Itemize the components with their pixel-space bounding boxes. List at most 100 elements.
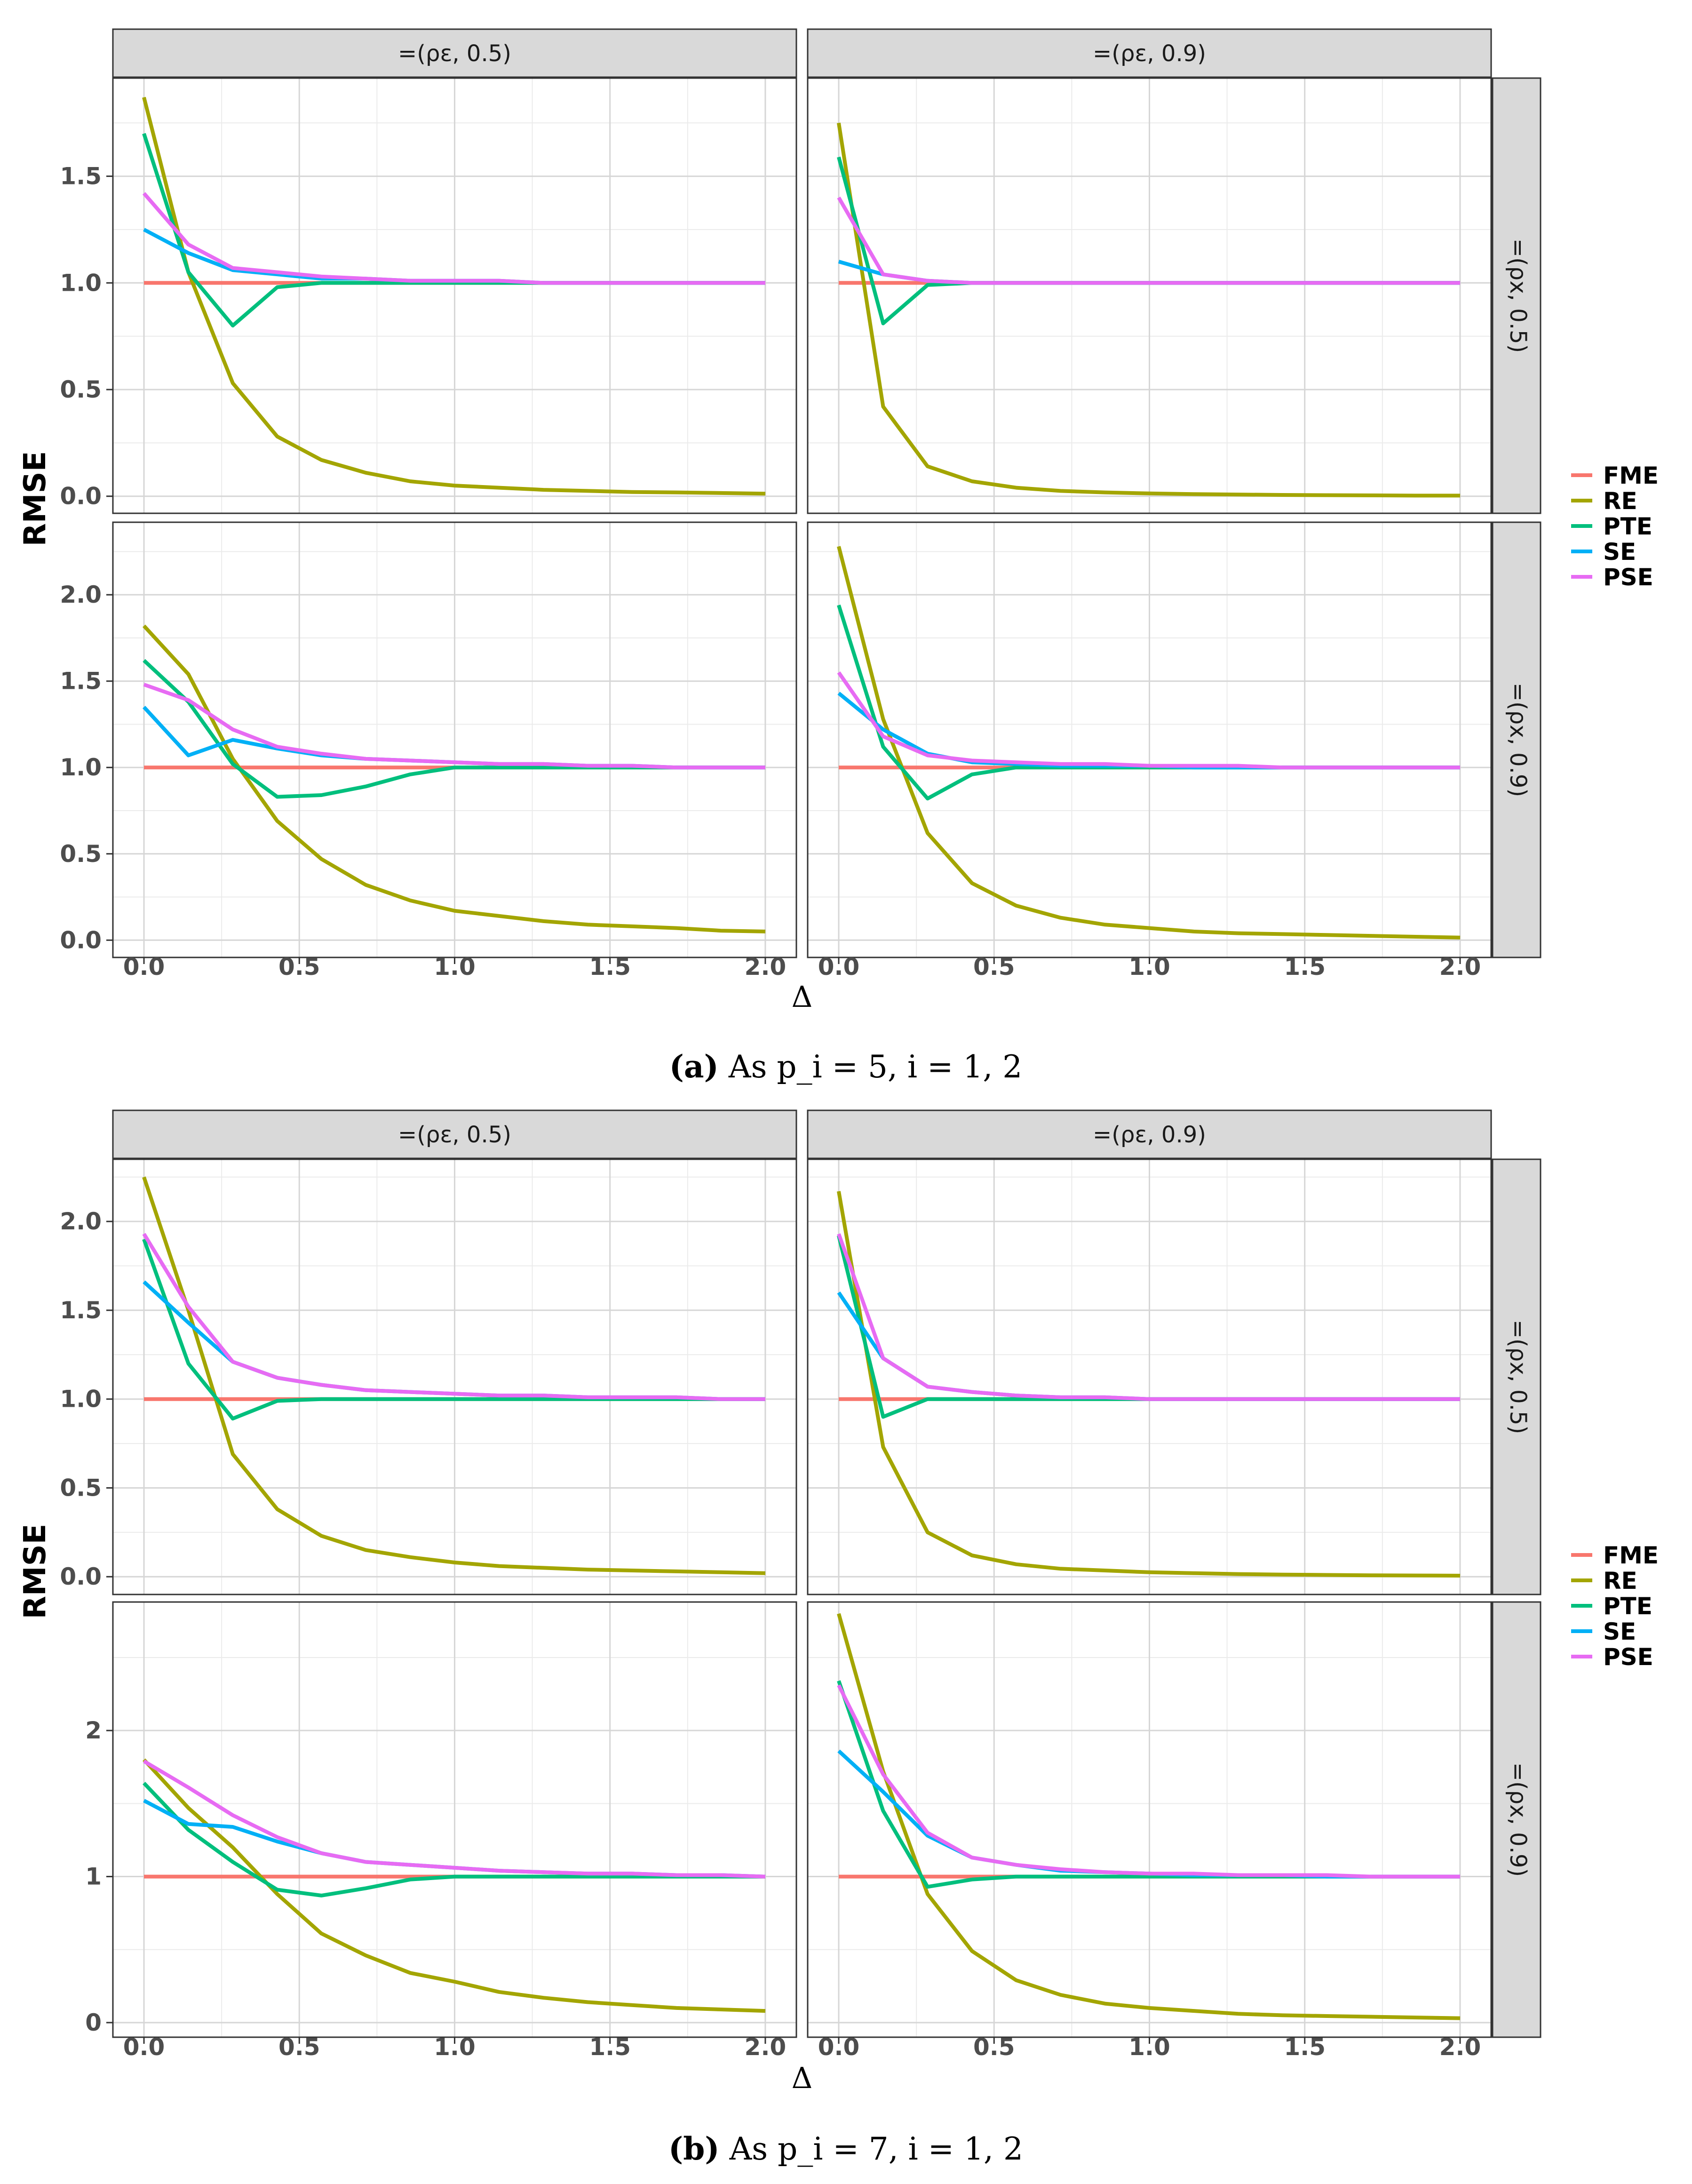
series-line-pse [142, 192, 765, 285]
figure-caption: (a) As p_i = 5, i = 1, 2 [669, 1048, 1023, 1085]
x-tick-label: 0.5 [278, 953, 320, 980]
facet-strip-row-label: =(ρx, 0.5) [1505, 1320, 1531, 1434]
y-tick-label: 0.5 [60, 376, 102, 403]
y-tick-label: 1.0 [60, 754, 102, 781]
facet-strip-col [807, 1109, 1492, 1159]
caption-label: (a) [669, 1048, 719, 1085]
series-line-re [837, 1613, 1461, 2020]
x-tick-label: 1.0 [434, 2033, 476, 2061]
panel-border [807, 1158, 1492, 1595]
facet-strip-col-label: =(ρε, 0.9) [1093, 1122, 1206, 1148]
x-tick-label: 1.5 [589, 953, 631, 980]
x-tick-label: 1.0 [1128, 953, 1170, 980]
facet-strip-col [807, 28, 1492, 78]
series-line-pse [837, 1684, 1460, 1879]
series-line-re [143, 1758, 766, 2013]
series-line-pse [142, 1233, 765, 1401]
x-tick-label: 1.5 [1284, 953, 1326, 980]
x-tick-label: 1.5 [1284, 2033, 1326, 2061]
panel-r1-c0: 0.0 0.5 1.0 1.5 2.0 0.0 0.5 1.0 1.5 2.0 [60, 521, 797, 980]
panel-border [807, 77, 1492, 514]
x-tick-label: 0.5 [278, 2033, 320, 2061]
legend-label: PSE [1603, 564, 1653, 591]
y-tick-label: 2.0 [60, 1208, 102, 1235]
caption-label: (b) [668, 2130, 720, 2167]
x-tick-label: 0.5 [973, 2033, 1015, 2061]
panel-border [112, 1158, 797, 1595]
legend-label: RE [1603, 487, 1637, 515]
facet-strip-row-label: =(ρx, 0.5) [1505, 239, 1531, 353]
series-line-re [142, 96, 766, 496]
panel-r1-c0: 0 1 2 0.0 0.5 1.0 1.5 2.0 [85, 1601, 797, 2061]
panel-r0-c0: 0.0 0.5 1.0 1.5 2.0 [60, 1158, 797, 1595]
legend-label: SE [1603, 1618, 1636, 1645]
series-line-re [143, 624, 766, 933]
x-axis-title: Δ [792, 2061, 813, 2095]
y-axis-title: RMSE [18, 451, 53, 547]
x-tick-label: 2.0 [745, 2033, 786, 2061]
facet-strip-col-label: =(ρε, 0.9) [1093, 40, 1206, 67]
panel-r0-c1 [807, 77, 1492, 514]
series-line-re [837, 122, 1460, 498]
x-tick-label: 0.0 [123, 2033, 165, 2061]
facet-strip-row [1492, 521, 1541, 958]
facet-strip-col [112, 28, 797, 78]
series-line-pte [143, 1782, 765, 1897]
caption-text: As p_i = 5, i = 1, 2 [719, 1049, 1022, 1085]
y-tick-label: 1 [85, 1863, 102, 1890]
series-line-pse [143, 1759, 766, 1879]
legend-label: PTE [1603, 1593, 1652, 1620]
series-line-re [837, 1191, 1461, 1578]
legend-label: PTE [1603, 513, 1652, 540]
y-tick-label: 1.5 [60, 1297, 102, 1324]
legend-label: PSE [1603, 1643, 1653, 1671]
y-tick-label: 2.0 [60, 581, 102, 608]
x-axis-title: Δ [792, 980, 813, 1014]
panel-border [112, 77, 797, 514]
y-tick-label: 1.5 [60, 668, 102, 695]
series-line-pse [837, 196, 1460, 285]
series-line-re [837, 546, 1461, 940]
panel-r1-c1: 0.0 0.5 1.0 1.5 2.0 [807, 1601, 1492, 2061]
facet-strip-row-label: =(ρx, 0.9) [1505, 1762, 1531, 1877]
y-tick-label: 1.0 [60, 1386, 102, 1413]
y-tick-label: 1.5 [60, 163, 102, 190]
x-tick-label: 1.5 [589, 2033, 631, 2061]
y-tick-label: 0.5 [60, 1474, 102, 1501]
caption-text: As p_i = 7, i = 1, 2 [720, 2131, 1023, 2167]
y-tick-label: 0.0 [60, 1563, 102, 1590]
y-tick-label: 1.0 [60, 269, 102, 296]
x-tick-label: 2.0 [1439, 2033, 1481, 2061]
x-tick-label: 0.5 [973, 953, 1015, 980]
series-line-pse [143, 683, 765, 770]
y-tick-label: 0.0 [60, 483, 102, 510]
facet-strip-row-label: =(ρx, 0.9) [1505, 683, 1531, 797]
x-tick-label: 0.0 [818, 2033, 860, 2061]
panel-r0-c0: 0.0 0.5 1.0 1.5 [60, 77, 797, 514]
legend-label: FME [1603, 1542, 1659, 1569]
y-tick-label: 0.0 [60, 926, 102, 954]
y-tick-label: 0.5 [60, 840, 102, 868]
x-tick-label: 1.0 [1128, 2033, 1170, 2061]
facet-strip-row [1492, 1158, 1541, 1595]
panel-r0-c1 [807, 1158, 1492, 1595]
y-axis-title: RMSE [18, 1524, 53, 1619]
facet-strip-row [1492, 1601, 1541, 2038]
x-tick-label: 2.0 [745, 953, 786, 980]
x-tick-label: 2.0 [1439, 953, 1481, 980]
facet-strip-col [112, 1109, 797, 1159]
x-tick-label: 0.0 [818, 953, 860, 980]
figure-caption: (b) As p_i = 7, i = 1, 2 [668, 2130, 1023, 2167]
facet-strip-col-label: =(ρε, 0.5) [398, 1122, 511, 1148]
y-tick-label: 0 [85, 2009, 102, 2036]
x-tick-label: 1.0 [434, 953, 476, 980]
legend-label: FME [1603, 462, 1659, 489]
legend-label: SE [1603, 538, 1636, 566]
x-tick-label: 0.0 [123, 953, 165, 980]
series-line-pse [837, 1233, 1460, 1401]
y-tick-label: 2 [85, 1717, 102, 1744]
facet-strip-row [1492, 77, 1541, 514]
legend-label: RE [1603, 1567, 1637, 1594]
panel-r1-c1: 0.0 0.5 1.0 1.5 2.0 [807, 521, 1492, 980]
